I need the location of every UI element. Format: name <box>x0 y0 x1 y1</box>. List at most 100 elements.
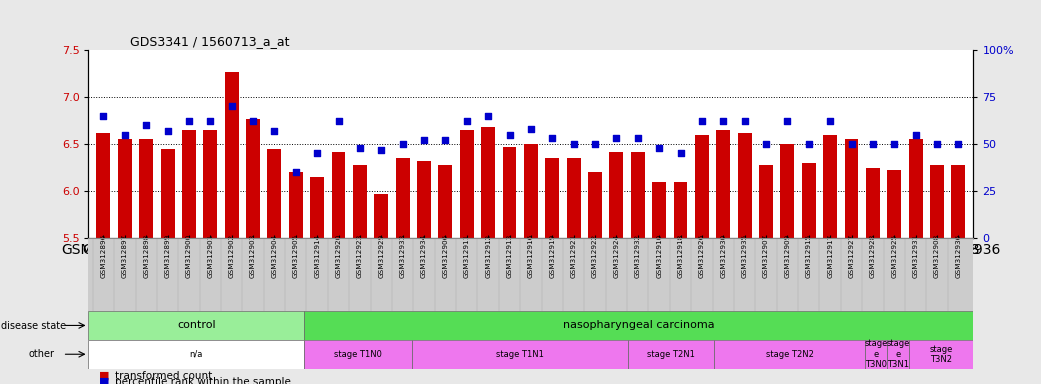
Point <box>159 128 176 134</box>
Bar <box>97 133 110 238</box>
Point <box>395 141 411 147</box>
Point <box>651 145 667 151</box>
Bar <box>802 163 816 238</box>
Point <box>672 151 689 157</box>
Bar <box>609 152 624 238</box>
Bar <box>887 170 902 238</box>
Point <box>693 118 710 124</box>
Bar <box>631 152 644 238</box>
Bar <box>246 119 260 238</box>
Text: stage T1N1: stage T1N1 <box>497 350 544 359</box>
Text: n/a: n/a <box>189 350 203 359</box>
Bar <box>844 139 859 238</box>
Point <box>630 135 646 141</box>
Text: stage
e
T3N0: stage e T3N0 <box>864 339 888 369</box>
Bar <box>566 158 581 238</box>
Point <box>224 103 240 109</box>
Point <box>501 132 517 138</box>
Point <box>415 137 432 143</box>
Point <box>821 118 838 124</box>
Bar <box>738 133 752 238</box>
Bar <box>503 147 516 238</box>
Point <box>309 151 326 157</box>
Bar <box>118 139 132 238</box>
Bar <box>304 311 973 340</box>
Text: percentile rank within the sample: percentile rank within the sample <box>115 377 290 384</box>
Point <box>202 118 219 124</box>
Bar <box>628 340 714 369</box>
Bar <box>909 139 922 238</box>
Text: ■: ■ <box>99 371 109 381</box>
Text: other: other <box>28 349 54 359</box>
Point <box>929 141 945 147</box>
Bar <box>139 139 153 238</box>
Point <box>95 113 111 119</box>
Text: stage
T3N2: stage T3N2 <box>930 344 953 364</box>
Point <box>801 141 817 147</box>
Bar <box>887 340 909 369</box>
Point <box>287 169 304 175</box>
Bar <box>695 135 709 238</box>
Text: ■: ■ <box>99 377 109 384</box>
Bar <box>353 165 366 238</box>
Bar <box>304 340 412 369</box>
Point <box>137 122 154 128</box>
Bar <box>865 340 887 369</box>
Bar <box>332 152 346 238</box>
Bar <box>481 127 496 238</box>
Point <box>565 141 582 147</box>
Text: stage T1N0: stage T1N0 <box>334 350 382 359</box>
Text: transformed count: transformed count <box>115 371 211 381</box>
Text: stage
e
T3N1: stage e T3N1 <box>886 339 910 369</box>
Point <box>437 137 454 143</box>
Text: stage T2N1: stage T2N1 <box>648 350 695 359</box>
Point <box>117 132 133 138</box>
Point <box>758 141 775 147</box>
Point <box>587 141 604 147</box>
Bar <box>310 177 324 238</box>
Bar <box>375 194 388 238</box>
Point <box>608 135 625 141</box>
Point <box>458 118 475 124</box>
Bar <box>716 130 730 238</box>
Bar <box>396 158 409 238</box>
Bar <box>88 340 304 369</box>
Point <box>779 118 795 124</box>
Point <box>352 145 369 151</box>
Point <box>523 126 539 132</box>
Bar <box>417 161 431 238</box>
Bar <box>866 167 880 238</box>
Bar <box>268 149 281 238</box>
Bar <box>203 130 218 238</box>
Text: disease state: disease state <box>1 321 67 331</box>
Point <box>865 141 882 147</box>
Bar <box>88 311 304 340</box>
Bar <box>182 130 196 238</box>
Bar <box>714 340 865 369</box>
Point <box>245 118 261 124</box>
Bar <box>412 340 628 369</box>
Bar <box>225 71 238 238</box>
Point <box>266 128 283 134</box>
Bar <box>781 144 794 238</box>
Point <box>715 118 732 124</box>
Bar <box>951 165 965 238</box>
Bar <box>438 165 453 238</box>
Point <box>330 118 347 124</box>
Bar <box>674 182 687 238</box>
Bar <box>588 172 602 238</box>
Bar <box>524 144 538 238</box>
Point <box>480 113 497 119</box>
Point <box>373 147 389 153</box>
Bar <box>545 158 559 238</box>
Bar <box>823 135 837 238</box>
Bar <box>930 165 944 238</box>
Point <box>843 141 860 147</box>
Text: nasopharyngeal carcinoma: nasopharyngeal carcinoma <box>563 320 714 331</box>
Point <box>736 118 753 124</box>
Bar <box>288 172 303 238</box>
Point <box>180 118 197 124</box>
Text: control: control <box>177 320 215 331</box>
Point <box>950 141 967 147</box>
Bar <box>653 182 666 238</box>
